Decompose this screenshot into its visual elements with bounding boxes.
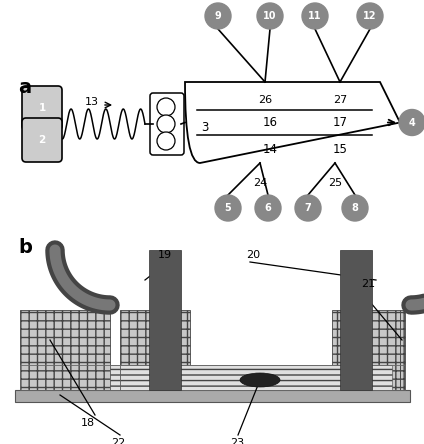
- Text: 25: 25: [328, 178, 342, 188]
- Text: 23: 23: [230, 438, 244, 444]
- Bar: [120, 365, 392, 390]
- Bar: [120, 310, 190, 390]
- Bar: [340, 250, 372, 390]
- Bar: [110, 365, 120, 390]
- Circle shape: [157, 98, 175, 116]
- Bar: [400, 310, 405, 390]
- Text: 7: 7: [304, 203, 311, 213]
- Bar: [332, 310, 400, 390]
- Circle shape: [205, 3, 231, 29]
- Text: 16: 16: [262, 115, 277, 128]
- Text: 26: 26: [258, 95, 272, 105]
- Bar: [20, 365, 405, 390]
- FancyBboxPatch shape: [22, 118, 62, 162]
- Text: 19: 19: [158, 250, 172, 260]
- FancyBboxPatch shape: [150, 93, 184, 155]
- Text: 18: 18: [81, 418, 95, 428]
- PathPatch shape: [185, 82, 400, 163]
- Text: 15: 15: [332, 143, 347, 155]
- Text: 4: 4: [409, 118, 416, 127]
- Text: 9: 9: [215, 11, 221, 21]
- Text: 17: 17: [332, 115, 348, 128]
- Circle shape: [257, 3, 283, 29]
- Text: a: a: [18, 78, 31, 97]
- Circle shape: [255, 195, 281, 221]
- Text: 12: 12: [363, 11, 377, 21]
- Text: 8: 8: [351, 203, 358, 213]
- Text: 6: 6: [265, 203, 271, 213]
- Text: 11: 11: [308, 11, 322, 21]
- Circle shape: [342, 195, 368, 221]
- Text: b: b: [18, 238, 32, 257]
- Text: 10: 10: [263, 11, 277, 21]
- Circle shape: [399, 110, 424, 135]
- Text: 13: 13: [85, 97, 99, 107]
- Text: 1: 1: [39, 103, 46, 113]
- Text: 2: 2: [39, 135, 46, 145]
- Bar: [15, 390, 410, 402]
- Circle shape: [215, 195, 241, 221]
- Text: 14: 14: [262, 143, 277, 155]
- Text: 22: 22: [111, 438, 125, 444]
- Bar: [20, 310, 110, 390]
- Text: 5: 5: [225, 203, 232, 213]
- Ellipse shape: [240, 373, 280, 387]
- Text: 27: 27: [333, 95, 347, 105]
- Circle shape: [302, 3, 328, 29]
- Text: 3: 3: [201, 121, 209, 134]
- Text: 20: 20: [246, 250, 260, 260]
- Circle shape: [157, 115, 175, 133]
- Circle shape: [295, 195, 321, 221]
- Bar: [149, 250, 181, 390]
- Circle shape: [357, 3, 383, 29]
- Circle shape: [157, 132, 175, 150]
- FancyBboxPatch shape: [22, 86, 62, 130]
- Text: 24: 24: [253, 178, 267, 188]
- Text: 21: 21: [361, 279, 375, 289]
